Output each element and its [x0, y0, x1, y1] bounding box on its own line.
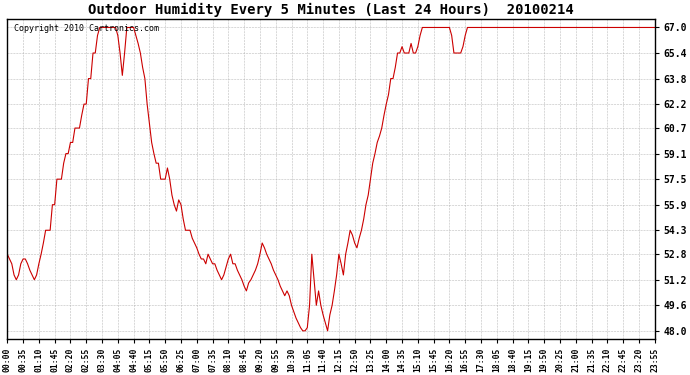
Title: Outdoor Humidity Every 5 Minutes (Last 24 Hours)  20100214: Outdoor Humidity Every 5 Minutes (Last 2… — [88, 3, 574, 17]
Text: Copyright 2010 Cartronics.com: Copyright 2010 Cartronics.com — [14, 24, 159, 33]
